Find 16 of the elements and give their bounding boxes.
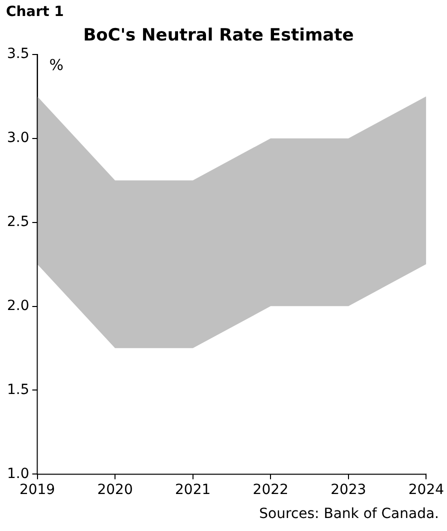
x-tick-label: 2024 [408, 482, 444, 498]
y-axis-title: % [49, 56, 64, 74]
y-tick-label: 2.0 [7, 298, 30, 314]
y-tick-label: 2.5 [7, 214, 30, 230]
x-tick-label: 2022 [252, 482, 288, 498]
x-tick-label: 2019 [19, 482, 56, 498]
x-tick-label: 2020 [97, 482, 133, 498]
chart-subtitle: Chart 1 [6, 4, 64, 20]
y-tick-label: 1.5 [7, 382, 30, 398]
y-tick-label: 3.0 [7, 130, 30, 146]
chart-title: BoC's Neutral Rate Estimate [83, 26, 354, 46]
y-tick-label: 1.0 [7, 466, 30, 482]
source-note: Sources: Bank of Canada. [259, 506, 439, 522]
y-tick-label: 3.5 [7, 46, 30, 62]
x-tick-label: 2021 [175, 482, 211, 498]
x-tick-label: 2023 [330, 482, 366, 498]
